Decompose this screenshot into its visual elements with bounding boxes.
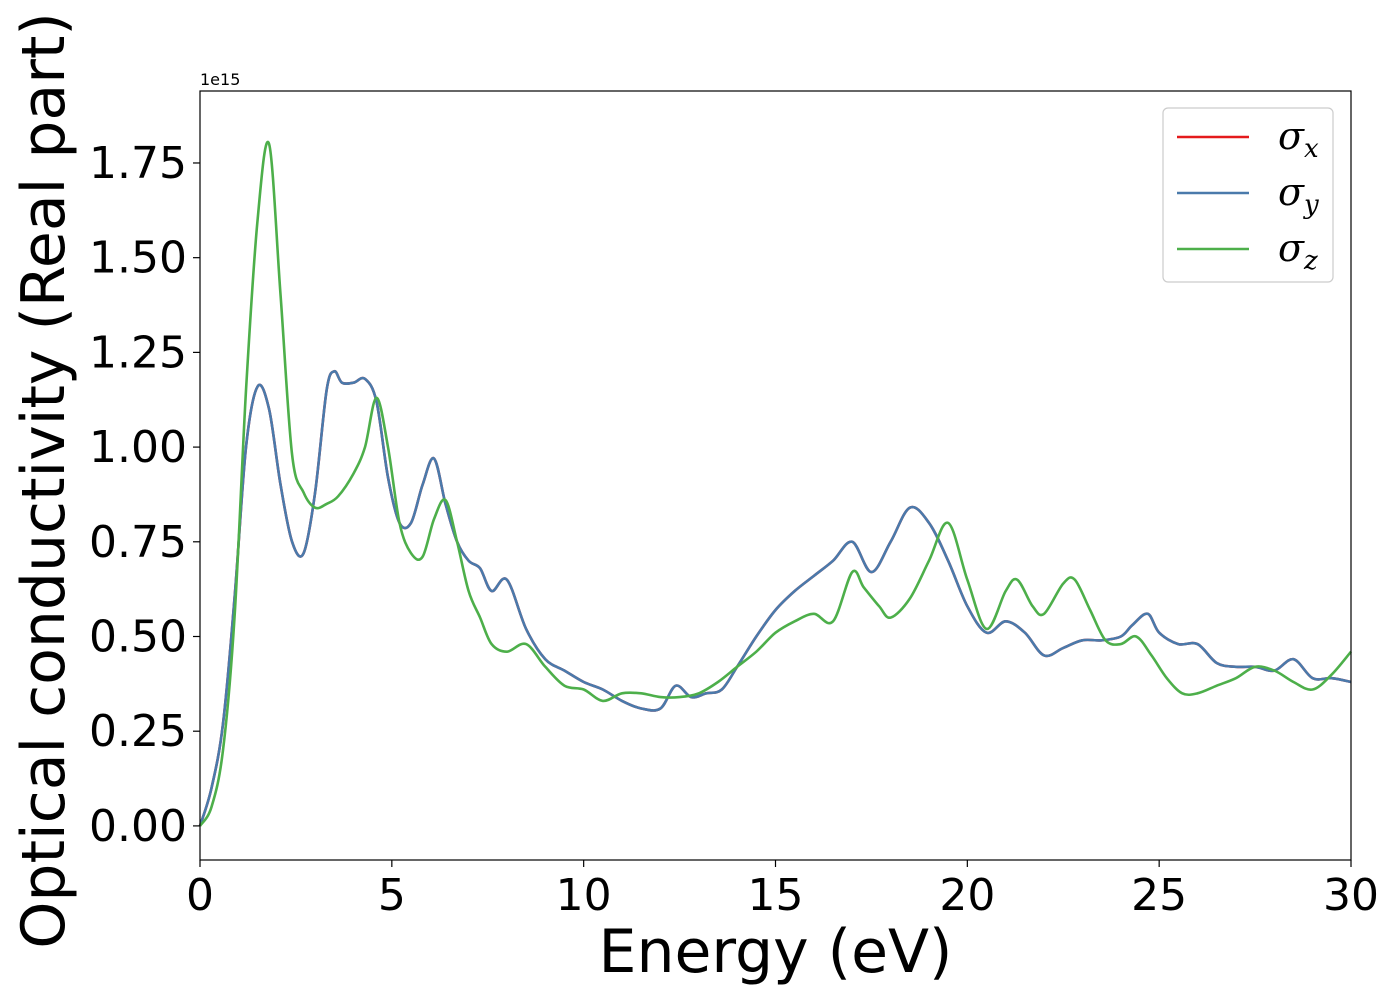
y-offset-label: 1e15 xyxy=(200,70,240,89)
y-tick-label: 1.25 xyxy=(89,327,187,378)
x-tick-label: 20 xyxy=(939,870,995,921)
legend-label-x: σx xyxy=(1278,114,1319,164)
x-tick-label: 5 xyxy=(378,870,406,921)
y-tick-label: 0.00 xyxy=(89,801,187,852)
y-tick-label: 1.50 xyxy=(89,233,187,284)
y-axis-label: Optical conductivity (Real part) xyxy=(9,12,79,949)
series-line-y xyxy=(198,370,1352,827)
legend: σx σy σz xyxy=(1162,107,1334,283)
series-line-z xyxy=(198,140,1352,827)
legend-label-z: σz xyxy=(1278,226,1318,276)
legend-label-y: σy xyxy=(1278,170,1319,220)
y-tick-label: 0.50 xyxy=(89,611,187,662)
x-tick-label: 15 xyxy=(748,870,804,921)
x-axis: 0 5 10 15 20 25 30 xyxy=(186,860,1379,921)
x-axis-label: Energy (eV) xyxy=(599,917,953,987)
x-tick-label: 25 xyxy=(1131,870,1187,921)
x-tick-label: 10 xyxy=(556,870,612,921)
x-tick-label: 0 xyxy=(186,870,214,921)
series-layer xyxy=(198,140,1352,827)
x-tick-label: 30 xyxy=(1323,870,1379,921)
y-tick-label: 0.25 xyxy=(89,706,187,757)
y-tick-label: 0.75 xyxy=(89,517,187,568)
legend-box xyxy=(1162,107,1334,283)
y-axis: 0.00 0.25 0.50 0.75 1.00 1.25 1.50 1.75 xyxy=(89,138,200,852)
y-tick-label: 1.75 xyxy=(89,138,187,189)
y-tick-label: 1.00 xyxy=(89,422,187,473)
